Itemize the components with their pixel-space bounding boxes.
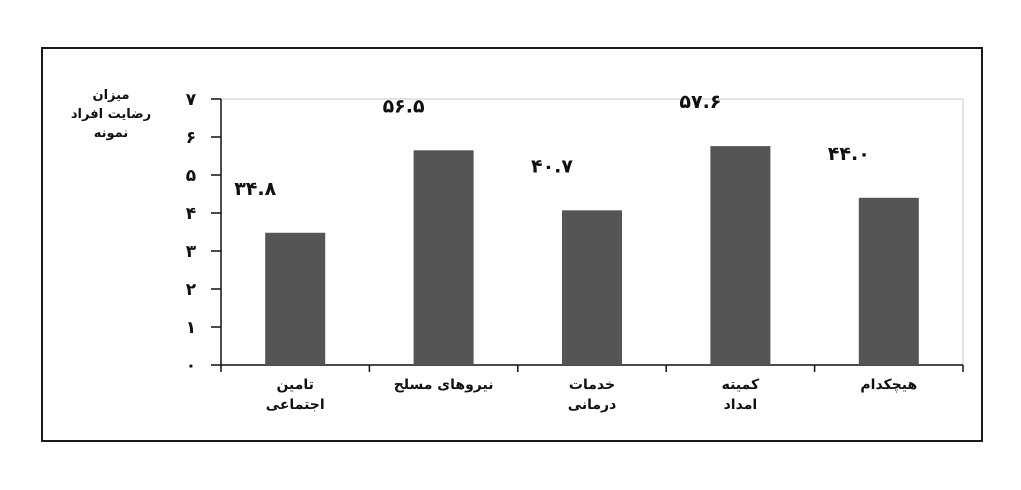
- category-label: اجتماعی: [266, 397, 325, 413]
- chart-frame: میزان رضایت افراد نمونه ۰ ۱ ۲ ۳ ۴ ۵ ۶ ۷ ۳۴.۸ تامی…: [41, 47, 983, 442]
- category-label: نیروهای مسلح: [394, 377, 494, 393]
- bar: [858, 197, 919, 365]
- y-tick-label: ۰: [186, 356, 196, 376]
- category-label: تامین: [276, 377, 314, 393]
- y-tick-label: ۵: [186, 166, 196, 186]
- bar-chart: میزان رضایت افراد نمونه ۰ ۱ ۲ ۳ ۴ ۵ ۶ ۷ ۳۴.۸ تامی…: [71, 88, 964, 413]
- y-tick-label: ۲: [186, 280, 197, 300]
- y-tick-label: ۶: [186, 128, 196, 148]
- y-tick-label: ۴: [186, 204, 196, 224]
- data-label: ۴۰.۷: [531, 155, 573, 177]
- y-tick-label: ۷: [186, 90, 197, 110]
- data-label: ۵۷.۶: [679, 91, 721, 113]
- y-axis-label-line-1: میزان: [93, 88, 130, 103]
- data-label: ۵۶.۵: [383, 95, 425, 117]
- y-tick-label: ۳: [186, 242, 197, 262]
- bar: [265, 232, 326, 365]
- bar: [710, 146, 771, 365]
- category-label: هیچکدام: [860, 377, 917, 393]
- data-label: ۴۴.۰: [828, 143, 870, 165]
- bar: [562, 210, 622, 365]
- y-tick-label: ۱: [186, 318, 196, 338]
- category-label: امداد: [724, 397, 758, 413]
- y-axis-label-line-2: رضایت افراد: [71, 107, 151, 122]
- category-label: خدمات: [569, 377, 615, 393]
- bar: [413, 150, 474, 365]
- y-axis-label-line-3: نمونه: [94, 126, 129, 141]
- plot-area: ۰ ۱ ۲ ۳ ۴ ۵ ۶ ۷ ۳۴.۸ تامین اجتماعی ۵۶.۵ نیروهای مسلح…: [186, 90, 964, 413]
- data-label: ۳۴.۸: [234, 178, 276, 200]
- category-label: کمیته: [722, 377, 760, 393]
- category-label: درمانی: [568, 397, 617, 413]
